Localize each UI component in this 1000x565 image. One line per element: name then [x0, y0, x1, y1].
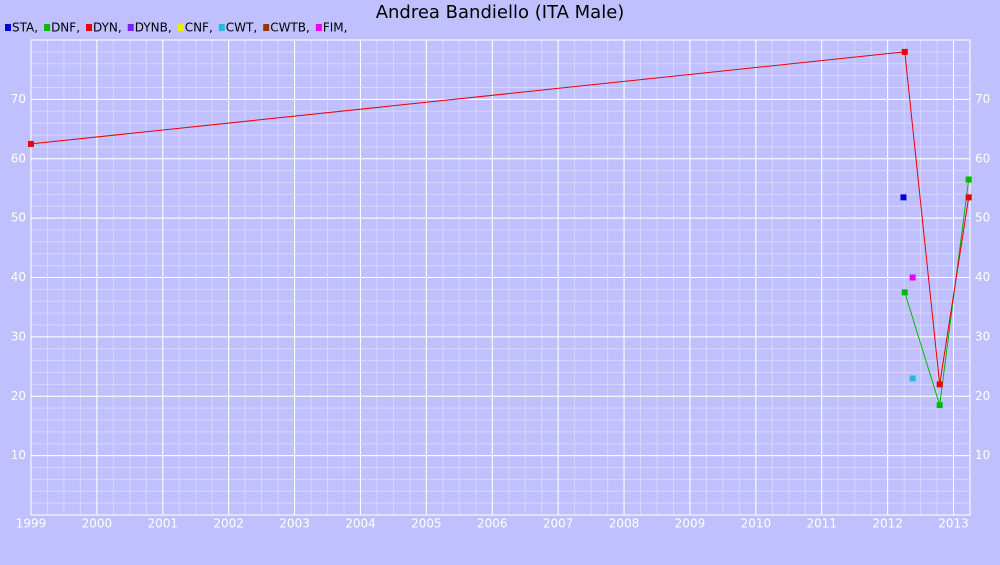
y2-tick-label: 50 [975, 211, 990, 225]
x-tick-label: 2009 [675, 517, 706, 531]
x-tick-label: 2004 [345, 517, 376, 531]
y2-tick-label: 60 [975, 151, 990, 165]
data-point [901, 48, 908, 55]
data-point [28, 140, 34, 147]
y2-tick-label: 20 [975, 389, 990, 403]
plot-border [30, 39, 971, 516]
x-tick-label: 1999 [16, 517, 47, 531]
x-tick-label: 2010 [741, 517, 772, 531]
y-tick-label: 50 [11, 211, 26, 225]
legend-label: DYNB [135, 21, 168, 35]
y2-tick-label: 10 [975, 448, 990, 462]
legend-separator: , [344, 21, 348, 35]
x-tick-label: 2003 [279, 517, 310, 531]
legend-swatch [5, 24, 11, 31]
legend-separator: , [34, 21, 38, 35]
x-tick-label: 2008 [609, 517, 640, 531]
legend-label: DNF [51, 21, 76, 35]
x-tick-label: 2005 [411, 517, 442, 531]
legend-label: CNF [185, 21, 209, 35]
series-line [30, 51, 970, 385]
legend-swatch [127, 24, 134, 31]
y-tick-label: 40 [11, 270, 26, 284]
y-tick-label: 10 [11, 448, 26, 462]
legend-separator: , [168, 21, 172, 35]
legend-label: CWTB [270, 21, 306, 35]
legend-swatch [86, 24, 93, 31]
x-tick-label: 2006 [477, 517, 508, 531]
x-tick-label: 2001 [148, 517, 179, 531]
data-point [909, 274, 916, 281]
y2-tick-label: 30 [975, 329, 990, 343]
data-point [901, 289, 908, 296]
legend-separator: , [209, 21, 213, 35]
data-point [909, 375, 916, 382]
legend-label: CWT [226, 21, 254, 35]
y-tick-label: 60 [11, 151, 26, 165]
legend-swatch [315, 24, 322, 31]
legend-label: FIM [323, 21, 344, 35]
y-tick-label: 70 [11, 92, 26, 106]
x-tick-label: 2011 [806, 517, 837, 531]
legend-swatch [263, 24, 270, 31]
y-tick-label: 30 [11, 329, 26, 343]
y2-tick-label: 70 [975, 92, 990, 106]
data-point [936, 402, 943, 409]
legend-swatch [177, 24, 184, 31]
legend-swatch [218, 24, 225, 31]
x-tick-label: 2012 [872, 517, 903, 531]
y-tick-label: 20 [11, 389, 26, 403]
data-point [965, 194, 972, 201]
x-tick-label: 2007 [543, 517, 574, 531]
legend-separator: , [306, 21, 310, 35]
x-tick-label: 2013 [938, 517, 969, 531]
legend-label: STA [12, 21, 35, 35]
legend-separator: , [76, 21, 80, 35]
y2-tick-label: 40 [975, 270, 990, 284]
data-point [965, 176, 972, 183]
data-point [900, 194, 907, 201]
legend-separator: , [118, 21, 122, 35]
legend-separator: , [253, 21, 257, 35]
legend-label: DYN [93, 21, 118, 35]
legend-swatch [44, 24, 51, 31]
x-tick-label: 2000 [82, 517, 113, 531]
x-tick-label: 2002 [213, 517, 244, 531]
chart-title: Andrea Bandiello (ITA Male) [376, 2, 625, 23]
data-point [936, 381, 943, 388]
